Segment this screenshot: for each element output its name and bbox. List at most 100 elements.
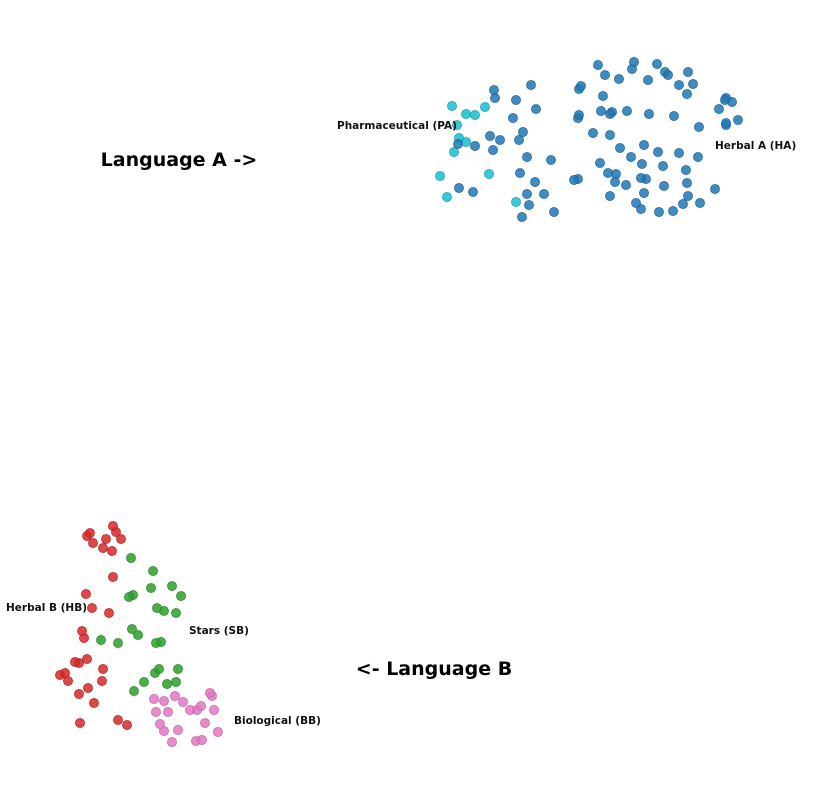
data-point bbox=[108, 572, 118, 582]
data-point bbox=[605, 130, 615, 140]
data-point bbox=[636, 173, 646, 183]
data-point bbox=[470, 110, 480, 120]
data-point bbox=[104, 608, 114, 618]
cluster-label-biological: Biological (BB) bbox=[234, 715, 321, 727]
data-point bbox=[678, 199, 688, 209]
data-point bbox=[468, 187, 478, 197]
data-point bbox=[714, 104, 724, 114]
data-point bbox=[669, 111, 679, 121]
data-point bbox=[489, 85, 499, 95]
data-point bbox=[173, 725, 183, 735]
data-point bbox=[511, 95, 521, 105]
data-point bbox=[101, 534, 111, 544]
data-point bbox=[442, 192, 452, 202]
data-point bbox=[530, 177, 540, 187]
data-point bbox=[139, 677, 149, 687]
data-point bbox=[124, 592, 134, 602]
data-point bbox=[447, 101, 457, 111]
data-point bbox=[484, 169, 494, 179]
data-point bbox=[668, 206, 678, 216]
data-point bbox=[98, 664, 108, 674]
data-point bbox=[87, 603, 97, 613]
data-point bbox=[152, 603, 162, 613]
data-point bbox=[644, 109, 654, 119]
data-point bbox=[626, 152, 636, 162]
data-point bbox=[524, 200, 534, 210]
cluster-label-stars: Stars (SB) bbox=[189, 625, 249, 637]
data-point bbox=[452, 120, 462, 130]
data-point bbox=[588, 128, 598, 138]
data-point bbox=[163, 707, 173, 717]
data-point bbox=[659, 181, 669, 191]
data-point bbox=[461, 109, 471, 119]
data-point bbox=[173, 664, 183, 674]
series-biological-bb bbox=[149, 688, 223, 747]
data-point bbox=[449, 147, 459, 157]
data-point bbox=[82, 654, 92, 664]
data-point bbox=[171, 677, 181, 687]
data-point bbox=[615, 143, 625, 153]
data-point bbox=[614, 74, 624, 84]
data-point bbox=[113, 638, 123, 648]
data-point bbox=[151, 707, 161, 717]
data-point bbox=[539, 189, 549, 199]
data-point bbox=[89, 698, 99, 708]
data-point bbox=[185, 705, 195, 715]
data-point bbox=[518, 127, 528, 137]
data-point bbox=[126, 553, 136, 563]
data-point bbox=[453, 139, 463, 149]
data-point bbox=[637, 159, 647, 169]
data-point bbox=[695, 198, 705, 208]
data-point bbox=[98, 543, 108, 553]
data-point bbox=[720, 95, 730, 105]
data-point bbox=[156, 637, 166, 647]
data-point bbox=[517, 212, 527, 222]
data-point bbox=[75, 718, 85, 728]
data-point bbox=[77, 626, 87, 636]
data-point bbox=[643, 75, 653, 85]
data-point bbox=[470, 141, 480, 151]
data-point bbox=[522, 152, 532, 162]
data-point bbox=[127, 624, 137, 634]
data-point bbox=[652, 59, 662, 69]
points-layer bbox=[55, 57, 743, 747]
data-point bbox=[197, 735, 207, 745]
data-point bbox=[159, 696, 169, 706]
data-point bbox=[454, 183, 464, 193]
data-point bbox=[600, 70, 610, 80]
data-point bbox=[149, 694, 159, 704]
data-point bbox=[205, 688, 215, 698]
data-point bbox=[155, 719, 165, 729]
language-a-annotation: Language A -> bbox=[101, 149, 258, 171]
data-point bbox=[721, 118, 731, 128]
data-point bbox=[658, 161, 668, 171]
data-point bbox=[639, 188, 649, 198]
data-point bbox=[674, 148, 684, 158]
data-point bbox=[733, 115, 743, 125]
data-point bbox=[85, 528, 95, 538]
data-point bbox=[595, 158, 605, 168]
data-point bbox=[681, 165, 691, 175]
data-point bbox=[83, 683, 93, 693]
data-point bbox=[621, 180, 631, 190]
data-point bbox=[653, 147, 663, 157]
series-herbal-b-hb bbox=[55, 521, 132, 730]
data-point bbox=[88, 538, 98, 548]
data-point bbox=[674, 80, 684, 90]
data-point bbox=[639, 140, 649, 150]
data-point bbox=[200, 718, 210, 728]
data-point bbox=[129, 686, 139, 696]
data-point bbox=[598, 91, 608, 101]
data-point bbox=[107, 546, 117, 556]
cluster-label-herbal-b: Herbal B (HB) bbox=[6, 602, 87, 614]
data-point bbox=[96, 635, 106, 645]
data-point bbox=[488, 145, 498, 155]
data-point bbox=[596, 106, 606, 116]
data-point bbox=[81, 589, 91, 599]
data-point bbox=[162, 679, 172, 689]
data-point bbox=[694, 122, 704, 132]
data-point bbox=[154, 664, 164, 674]
cluster-label-pharmaceutical: Pharmaceutical (PA) bbox=[337, 120, 457, 132]
data-point bbox=[574, 110, 584, 120]
